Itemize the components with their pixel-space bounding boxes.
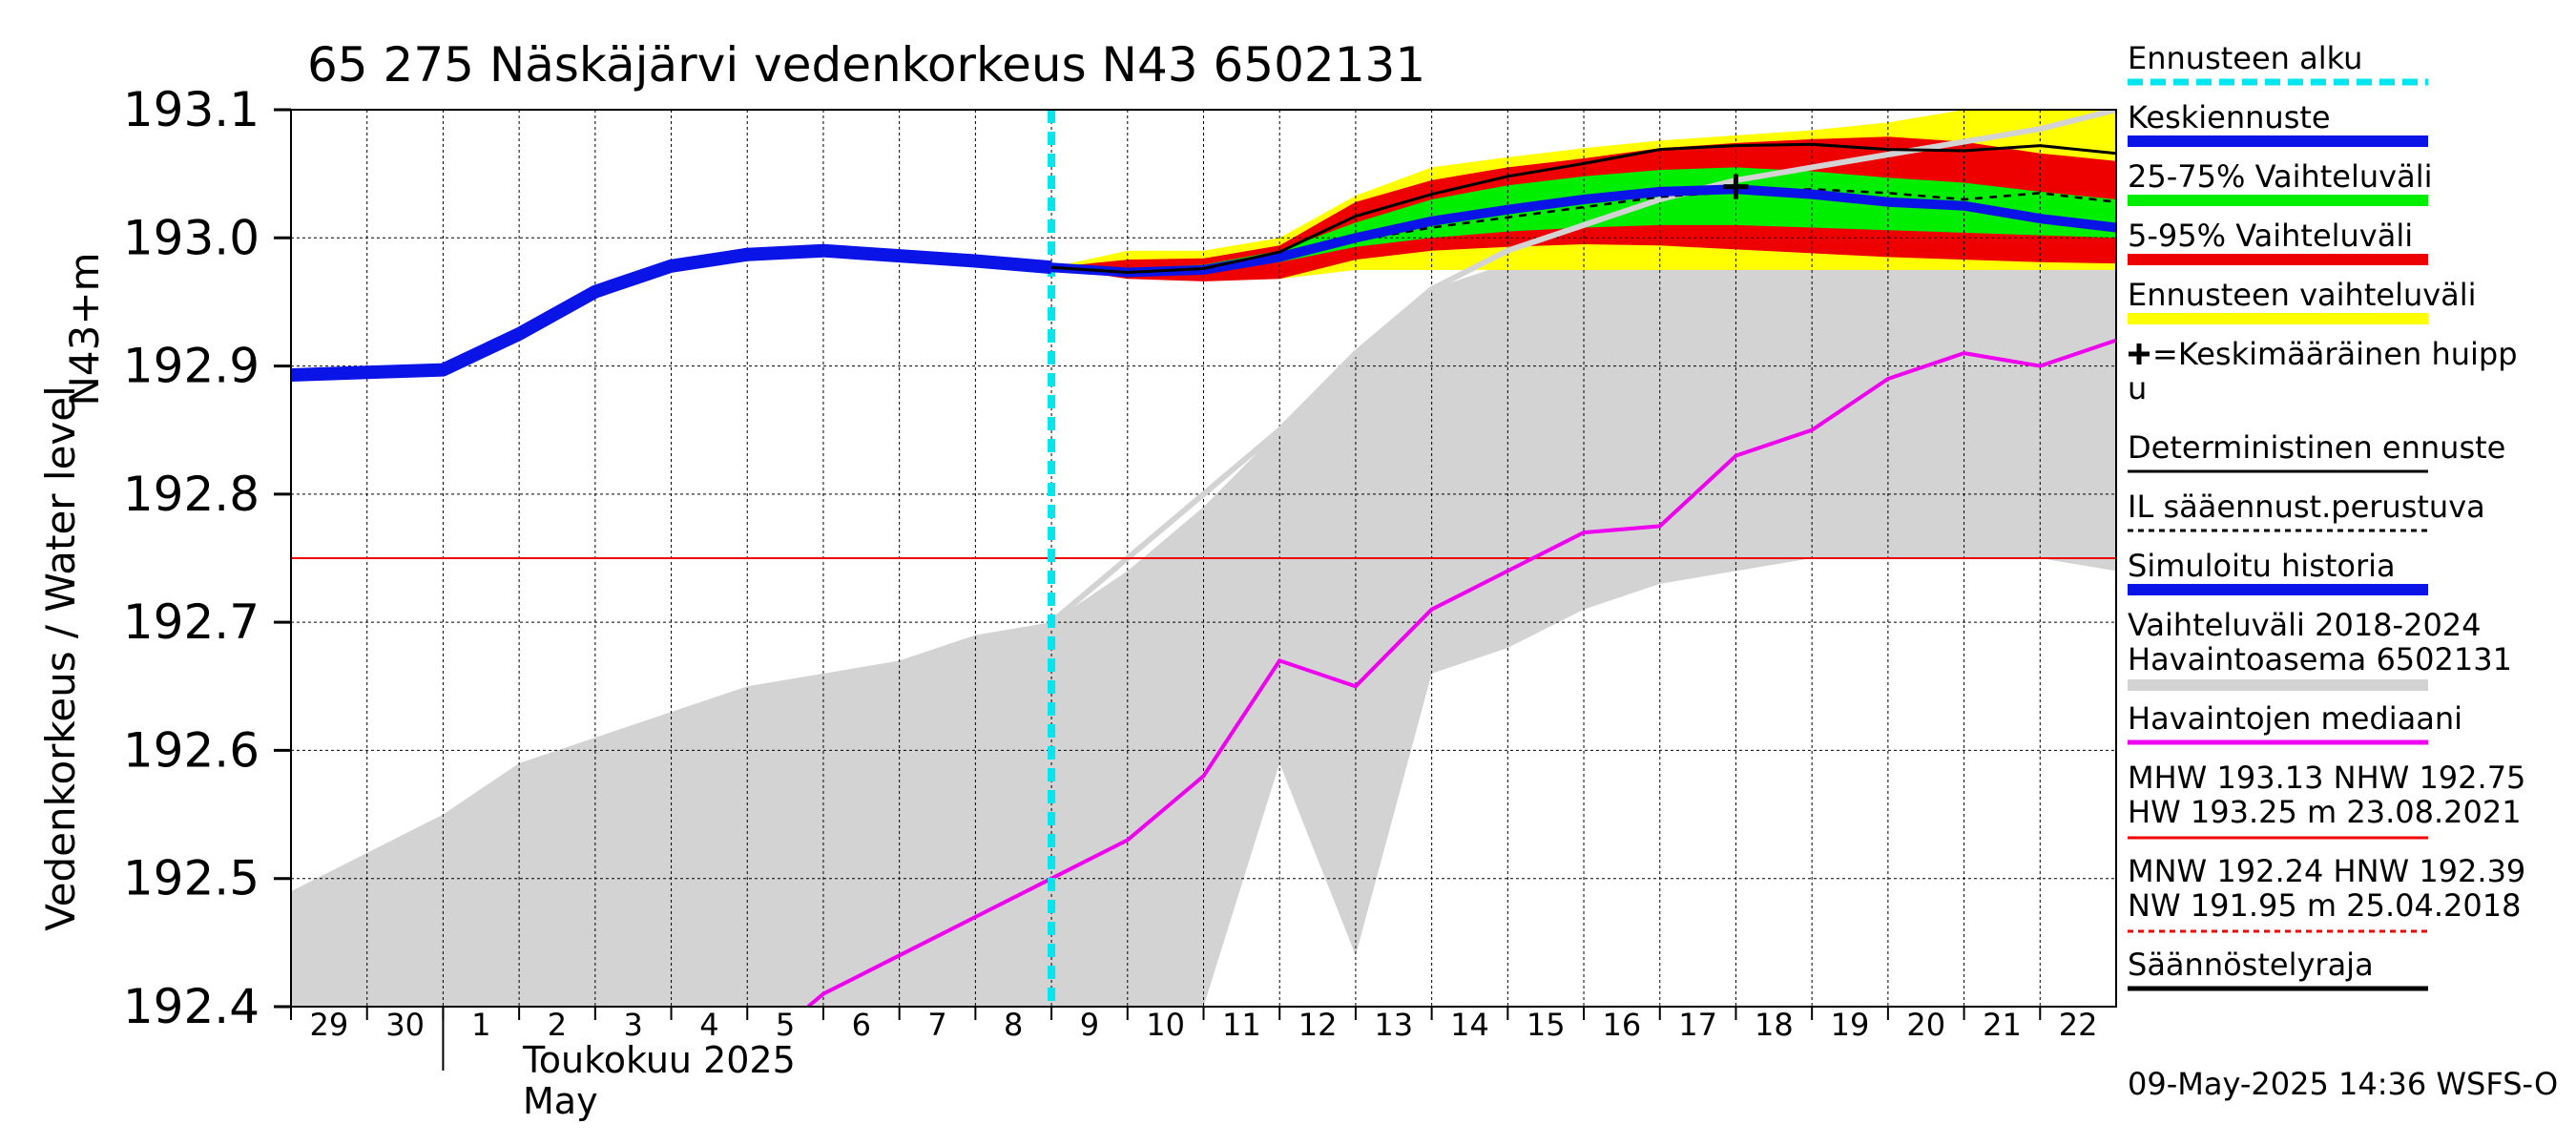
legend-label-line2: HW 193.25 m 23.08.2021 xyxy=(2128,794,2522,830)
x-tick-label: 9 xyxy=(1080,1007,1099,1043)
y-tick-label: 192.5 xyxy=(123,851,260,906)
simulated-history-line xyxy=(291,243,1052,382)
x-tick-label: 18 xyxy=(1755,1007,1794,1043)
y-tick-label: 192.6 xyxy=(123,722,260,778)
mean-peak-marker xyxy=(1723,174,1749,199)
x-tick-label: 5 xyxy=(776,1007,795,1043)
legend-label-line2: u xyxy=(2128,370,2147,406)
x-tick-label: 21 xyxy=(1983,1007,2022,1043)
series-lines xyxy=(291,110,2116,1007)
legend-label: Deterministinen ennuste xyxy=(2128,429,2505,466)
observed-median-line xyxy=(806,338,2116,1007)
x-tick-label: 17 xyxy=(1678,1007,1717,1043)
x-tick-label: 3 xyxy=(624,1007,643,1043)
y-tick-label: 192.9 xyxy=(123,339,260,394)
month-label-en: May xyxy=(523,1080,598,1122)
y-axis-label: Vedenkorkeus / Water level xyxy=(37,385,84,931)
x-tick-label: 19 xyxy=(1831,1007,1870,1043)
legend: Ennusteen alku Keskiennuste 25-75% Vaihtel… xyxy=(2128,40,2525,991)
x-tick-label: 12 xyxy=(1298,1007,1338,1043)
x-tick-label: 30 xyxy=(385,1007,425,1043)
timestamp-footer: 09-May-2025 14:36 WSFS-O xyxy=(2128,1066,2558,1102)
x-tick-label: 6 xyxy=(852,1007,871,1043)
legend-label: 5-95% Vaihteluväli xyxy=(2128,218,2413,254)
legend-peak-icon xyxy=(2129,344,2150,364)
x-tick-label: 1 xyxy=(471,1007,490,1043)
legend-label: Säännöstelyraja xyxy=(2128,947,2374,983)
x-tick-label: 15 xyxy=(1527,1007,1566,1043)
x-tick-label: 29 xyxy=(309,1007,348,1043)
x-tick-label: 13 xyxy=(1374,1007,1413,1043)
legend-label-line2: NW 191.95 m 25.04.2018 xyxy=(2128,887,2521,924)
x-tick-label: 14 xyxy=(1450,1007,1489,1043)
x-tick-label: 16 xyxy=(1603,1007,1642,1043)
mean-forecast-line xyxy=(1050,184,2116,278)
legend-label: 25-75% Vaihteluväli xyxy=(2128,158,2432,195)
y-tick-label: 193.0 xyxy=(123,210,260,265)
legend-label: Ennusteen alku xyxy=(2128,40,2362,76)
y-tick-label: 192.8 xyxy=(123,467,260,522)
legend-label: Ennusteen vaihteluväli xyxy=(2128,277,2477,313)
x-tick-label: 22 xyxy=(2059,1007,2098,1043)
month-label: Toukokuu 2025 xyxy=(522,1039,796,1081)
x-tick-label: 11 xyxy=(1222,1007,1261,1043)
x-tick-label: 4 xyxy=(699,1007,718,1043)
x-tick-label: 7 xyxy=(927,1007,946,1043)
x-tick-label: 10 xyxy=(1146,1007,1185,1043)
y-tick-label: 192.4 xyxy=(123,979,260,1034)
x-tick-label: 20 xyxy=(1906,1007,1945,1043)
legend-label: Havaintojen mediaani xyxy=(2128,700,2462,737)
axes: 192.4 192.5 192.6 192.7 192.8 192.9 193.0 193.1… xyxy=(123,82,2117,1122)
x-tick-label: 2 xyxy=(548,1007,567,1043)
y-tick-label: 192.7 xyxy=(123,594,260,650)
legend-label: MNW 192.24 HNW 192.39 xyxy=(2128,853,2525,889)
legend-label: Simuloitu historia xyxy=(2128,548,2396,584)
legend-label: =Keskimääräinen huipp xyxy=(2152,336,2518,372)
x-tick-label: 8 xyxy=(1004,1007,1023,1043)
historical-max-line xyxy=(1049,110,2116,625)
legend-label: IL sääennust.perustuva xyxy=(2128,489,2485,525)
legend-label: Keskiennuste xyxy=(2128,99,2331,135)
legend-label-line2: Havaintoasema 6502131 xyxy=(2128,641,2512,677)
y-tick-label: 193.1 xyxy=(123,82,260,137)
chart-title: 65 275 Näskäjärvi vedenkorkeus N43 65021… xyxy=(307,37,1425,93)
deterministic-forecast-line xyxy=(1051,142,2116,275)
legend-label: MHW 193.13 NHW 192.75 xyxy=(2128,760,2525,796)
legend-label: Vaihteluväli 2018-2024 xyxy=(2128,607,2482,643)
y-axis-unit: N43+m xyxy=(61,253,108,406)
